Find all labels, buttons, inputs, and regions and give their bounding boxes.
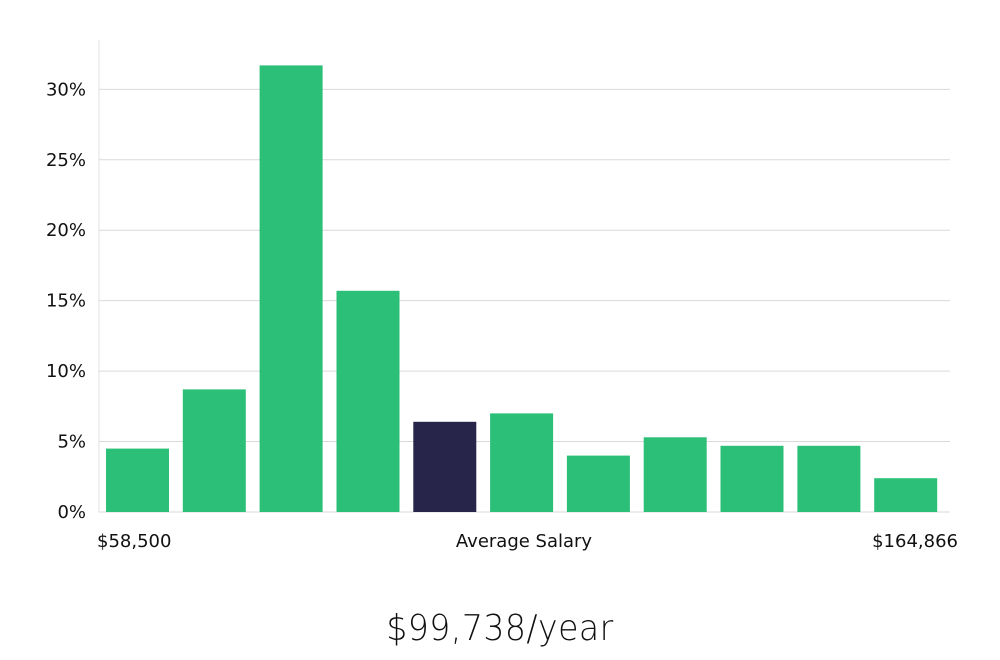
y-tick-label: 0% — [57, 502, 86, 523]
y-tick-label: 5% — [57, 432, 86, 453]
y-axis-ticks: 0% 5% 10% 15% 20% 25% 30% — [46, 79, 86, 523]
y-tick-label: 25% — [46, 150, 86, 171]
bar — [106, 448, 169, 512]
y-tick-label: 10% — [46, 361, 86, 382]
bar — [182, 389, 246, 512]
salary-histogram: 0% 5% 10% 15% 20% 25% 30% $58,500 Average Sala… — [46, 40, 958, 552]
x-label-average: Average Salary — [456, 531, 593, 552]
bars — [106, 65, 938, 513]
bar — [336, 290, 400, 512]
bar — [259, 65, 323, 513]
bar — [874, 478, 938, 512]
bar — [566, 455, 630, 512]
y-tick-label: 15% — [46, 291, 86, 312]
bar-average-salary — [413, 421, 477, 512]
x-label-max: $164,866 — [872, 531, 958, 552]
y-tick-label: 20% — [46, 220, 86, 241]
average-salary-value: $99,738/year — [386, 608, 614, 649]
x-label-min: $58,500 — [97, 531, 171, 552]
bar — [797, 445, 861, 512]
bar — [490, 413, 554, 512]
bar — [720, 445, 784, 512]
y-tick-label: 30% — [46, 79, 86, 100]
bar — [643, 437, 707, 512]
